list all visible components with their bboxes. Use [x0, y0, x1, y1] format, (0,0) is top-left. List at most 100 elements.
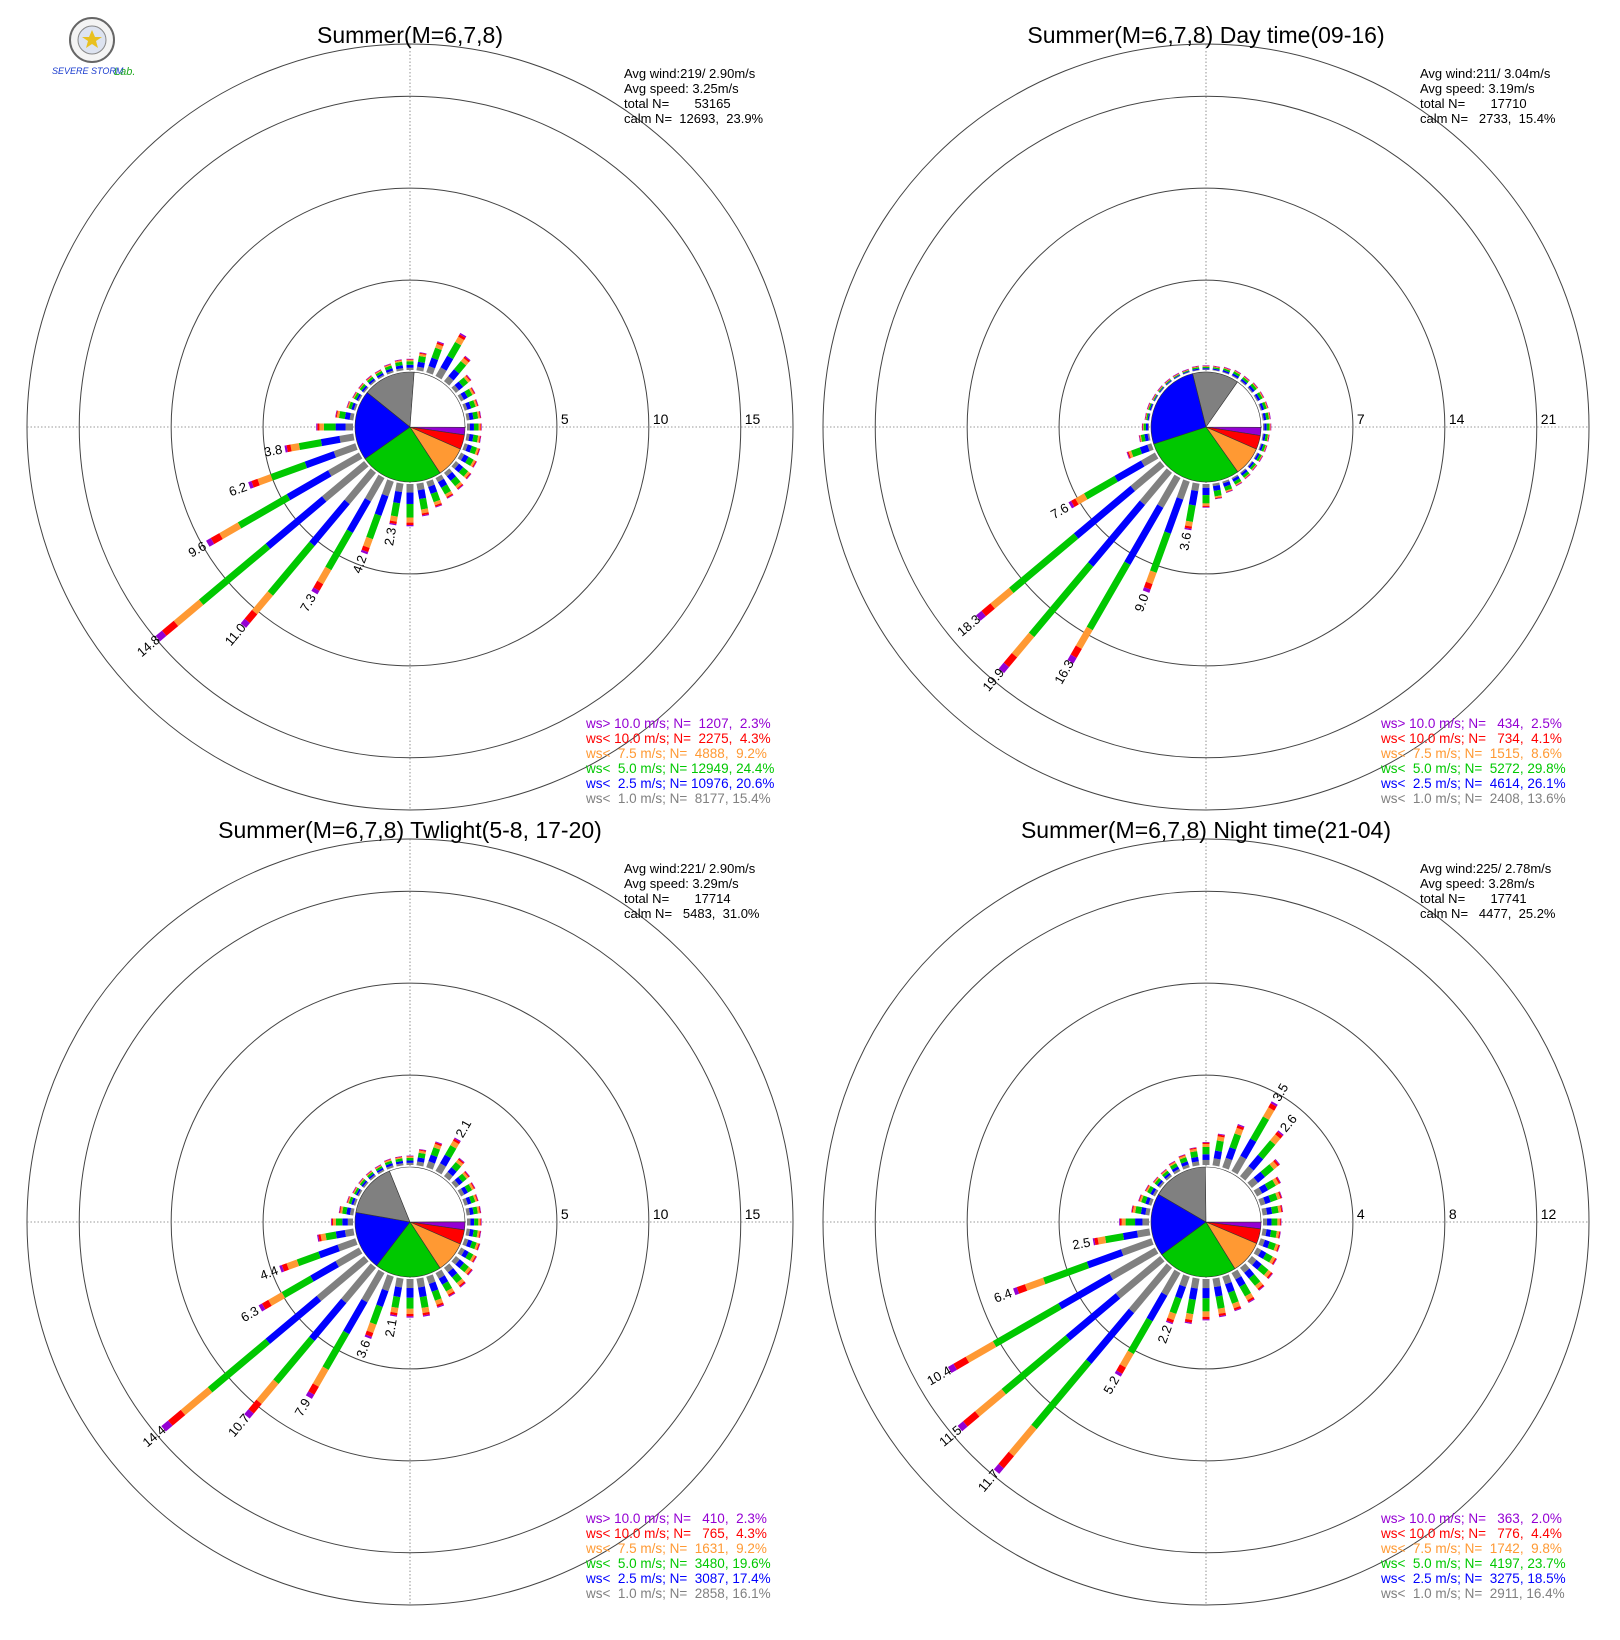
legend-entry: ws< 7.5 m/s; N= 1515, 8.6% [1380, 746, 1562, 761]
bar-segment [1178, 1154, 1186, 1158]
bar-segment [458, 467, 469, 477]
bar-segment [1184, 1321, 1192, 1325]
bar-segment [342, 1206, 348, 1215]
bar-segment [1178, 1155, 1187, 1160]
bar-segment [1235, 481, 1242, 486]
bar-segment [1147, 1185, 1154, 1194]
direction-bar-60 [457, 387, 476, 402]
bar-segment [1212, 1277, 1221, 1288]
bar-segment [273, 1336, 315, 1385]
bar-segment [1114, 460, 1145, 482]
wind-rose-panel-2: 7 14 21 Summer(M=6,7,8) Day time(09-16) Avg … [822, 22, 1590, 811]
bar-segment [1124, 504, 1164, 565]
stat-avg-speed: Avg speed: 3.28m/s [1420, 876, 1535, 891]
legend-entry: ws< 10.0 m/s; N= 734, 4.1% [1380, 731, 1562, 746]
bar-segment [1222, 369, 1230, 374]
bar-segment [248, 1399, 262, 1414]
bar-segment [458, 1173, 467, 1183]
bar-segment [1119, 1218, 1120, 1226]
legend-entry: ws< 2.5 m/s; N= 3087, 17.4% [585, 1571, 771, 1586]
bar-segment [1179, 1274, 1190, 1288]
bar-segment [1252, 464, 1257, 471]
bar-segment [1278, 1191, 1282, 1199]
bar-value-label: 6.4 [992, 1285, 1014, 1305]
bar-segment [1145, 412, 1147, 420]
bar-segment [1173, 1168, 1181, 1175]
bar-segment [335, 410, 337, 418]
bar-segment [1141, 1195, 1148, 1204]
bar-segment [1189, 1147, 1197, 1150]
direction-bar-340 [383, 363, 394, 375]
bar-segment [458, 1281, 466, 1287]
bar-segment [431, 347, 442, 360]
direction-bar-210 [1067, 474, 1181, 664]
bar-segment [1202, 1316, 1210, 1320]
legend-entry: ws< 10.0 m/s; N= 765, 4.3% [585, 1526, 767, 1541]
bar-segment [395, 365, 404, 370]
bar-segment [1241, 376, 1249, 384]
bar-segment [468, 1229, 474, 1237]
bar-segment [1086, 1308, 1135, 1365]
stat-total: total N= 17710 [1420, 96, 1527, 111]
bar-segment [419, 1148, 427, 1151]
bar-segment [1140, 434, 1146, 442]
bar-segment [466, 1218, 471, 1226]
direction-bar-320 [365, 1170, 377, 1181]
bar-segment [469, 1254, 476, 1262]
bar-segment [1160, 1169, 1167, 1175]
bar-segment [155, 630, 167, 642]
bar-segment [1244, 473, 1251, 479]
direction-bar-130 [451, 460, 472, 480]
bar-segment [1191, 1156, 1199, 1163]
bar-segment [472, 411, 479, 420]
bar-segment [1202, 1159, 1210, 1165]
bar-segment [406, 361, 414, 365]
bar-segment [447, 1167, 457, 1177]
bar-segment [1277, 1245, 1281, 1252]
bar-segment [395, 1157, 403, 1160]
direction-bar-30 [1231, 1101, 1278, 1175]
bar-segment [450, 1140, 459, 1149]
bar-segment [355, 1188, 361, 1196]
bar-segment [352, 1186, 357, 1193]
bar-segment [457, 1158, 465, 1165]
bar-segment [1264, 423, 1267, 431]
bar-segment [416, 366, 424, 372]
bar-segment [406, 517, 414, 523]
bar-segment [1273, 1159, 1280, 1167]
bar-segment [1233, 478, 1242, 485]
calm-pie [354, 1166, 466, 1278]
bar-segment [419, 352, 427, 354]
panel-title: Summer(M=6,7,8) Night time(21-04) [1021, 817, 1391, 843]
bar-segment [1252, 382, 1258, 389]
bar-segment [346, 1196, 350, 1203]
direction-bar-0 [1202, 1142, 1210, 1165]
bar-segment [366, 1322, 377, 1333]
bar-segment [963, 1411, 980, 1427]
bar-segment [981, 603, 995, 617]
pie-slice-ws-1-0 [355, 1170, 411, 1223]
bar-segment [1122, 1230, 1139, 1240]
wind-rose-panel-4: 4 8 12 Summer(M=6,7,8) Night time(21-04) Avg… [822, 817, 1590, 1606]
bar-segment [417, 361, 425, 368]
bar-segment [335, 1247, 363, 1268]
direction-bar-10 [1212, 365, 1221, 372]
bar-segment [1278, 1231, 1281, 1239]
bar-segment [395, 1156, 403, 1159]
direction-bar-350 [1191, 365, 1200, 372]
bar-segment [309, 1298, 347, 1342]
bar-segment [1202, 506, 1210, 508]
bar-segment [426, 365, 436, 375]
bar-segment [476, 448, 480, 456]
direction-bar-110 [462, 443, 481, 456]
bar-segment [1157, 385, 1163, 392]
bar-segment [1141, 452, 1159, 467]
bar-segment [1185, 504, 1196, 522]
bar-segment [338, 1206, 341, 1214]
bar-segment [381, 479, 394, 497]
bar-segment [305, 1391, 315, 1399]
bar-segment [416, 482, 425, 491]
bar-segment [430, 491, 441, 503]
bar-segment [1275, 1230, 1280, 1239]
bar-segment [476, 1230, 480, 1238]
